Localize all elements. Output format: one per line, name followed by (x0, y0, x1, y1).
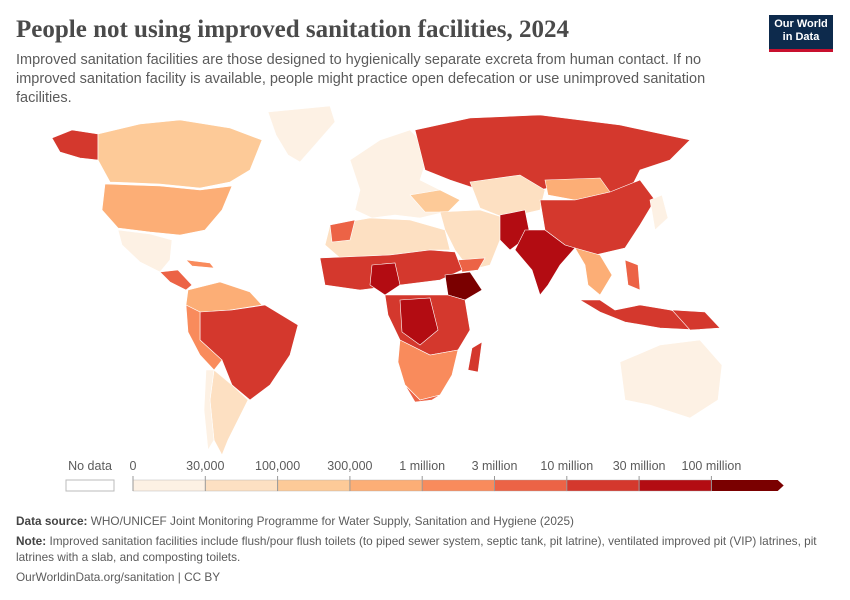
central-america (159, 269, 193, 291)
philippines (624, 259, 641, 291)
legend-tick-label: 1 million (399, 459, 445, 473)
logo[interactable]: Our World in Data (769, 15, 833, 52)
note-text: Improved sanitation facilities include f… (16, 534, 817, 564)
north-africa (324, 217, 451, 259)
canada (97, 119, 263, 189)
chart-subtitle: Improved sanitation facilities are those… (16, 52, 706, 106)
legend-swatch (349, 479, 423, 492)
morocco (329, 219, 356, 243)
logo-line: in Data (782, 31, 820, 43)
japan (649, 194, 669, 231)
andes (185, 304, 223, 371)
legend-tick-label: 100 million (682, 459, 742, 473)
legend-tick-label: 30 million (613, 459, 666, 473)
source: Data source: WHO/UNICEF Joint Monitoring… (16, 513, 836, 529)
balkans (409, 189, 461, 213)
no-data-swatch (65, 479, 115, 492)
source-text: WHO/UNICEF Joint Monitoring Programme fo… (90, 514, 574, 528)
legend-tick-label: 30,000 (186, 459, 224, 473)
legend-swatch (566, 479, 640, 492)
source-label: Data source: (16, 514, 88, 528)
legend-tick-label: 100,000 (255, 459, 300, 473)
papua (671, 309, 721, 331)
legend-swatch (205, 479, 278, 492)
world-map (51, 105, 723, 455)
greenland (267, 105, 336, 163)
australia (619, 339, 723, 419)
no-data-label: No data (68, 459, 112, 473)
note: Note: Improved sanitation facilities inc… (16, 533, 836, 565)
chile (203, 369, 215, 451)
legend-swatch (638, 479, 712, 492)
legend-swatch (422, 479, 495, 492)
india (514, 229, 576, 296)
southeast-asia (574, 247, 613, 296)
note-label: Note: (16, 534, 47, 548)
central-asia (469, 174, 546, 219)
logo-line: Our World (774, 18, 828, 30)
legend-swatch (711, 480, 784, 491)
legend-tick-label: 0 (130, 459, 137, 473)
legend-swatch (277, 479, 351, 492)
legend-swatch (494, 479, 568, 492)
alaska (51, 129, 99, 161)
drc (399, 297, 439, 346)
footer: Data source: WHO/UNICEF Joint Monitoring… (16, 513, 836, 589)
ethiopia (444, 271, 483, 301)
middle-east (439, 209, 506, 271)
mexico (117, 229, 173, 273)
legend-swatch (132, 479, 206, 492)
legend: No data 0 30,000 100,000 300,000 1 million 3 … (65, 459, 784, 492)
nigeria (369, 262, 401, 296)
madagascar (467, 341, 483, 373)
chart-title: People not using improved sanitation fac… (16, 16, 570, 43)
legend-tick-label: 3 million (472, 459, 518, 473)
legend-tick-label: 300,000 (327, 459, 372, 473)
url[interactable]: OurWorldinData.org/sanitation | CC BY (16, 570, 221, 584)
legend-tick-label: 10 million (540, 459, 593, 473)
caribbean (185, 259, 215, 269)
south-africa (404, 384, 441, 403)
usa (101, 183, 233, 236)
